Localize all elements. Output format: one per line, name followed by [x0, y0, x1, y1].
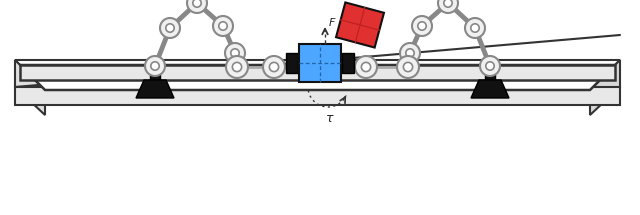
Bar [342, 53, 354, 73]
Circle shape [145, 56, 165, 76]
Circle shape [226, 56, 248, 78]
Bar [150, 68, 160, 80]
Circle shape [400, 43, 420, 63]
Circle shape [397, 56, 419, 78]
Circle shape [438, 0, 458, 13]
Bar [485, 68, 495, 80]
Circle shape [219, 22, 227, 30]
Polygon shape [15, 60, 620, 90]
Circle shape [231, 49, 239, 57]
Circle shape [444, 0, 452, 7]
Circle shape [213, 16, 233, 36]
Circle shape [151, 62, 159, 70]
Polygon shape [336, 2, 384, 48]
Polygon shape [590, 60, 620, 115]
Circle shape [232, 62, 242, 72]
Text: F: F [329, 18, 335, 28]
Circle shape [465, 18, 485, 38]
Circle shape [193, 0, 201, 7]
Circle shape [263, 56, 285, 78]
Polygon shape [471, 80, 509, 98]
Circle shape [362, 62, 371, 72]
Bar [299, 44, 341, 82]
Bar [286, 53, 298, 73]
Circle shape [403, 62, 413, 72]
Circle shape [418, 22, 426, 30]
Polygon shape [15, 60, 45, 115]
Circle shape [225, 43, 245, 63]
Polygon shape [136, 80, 174, 98]
Circle shape [269, 62, 278, 72]
Text: τ: τ [326, 112, 333, 125]
Circle shape [355, 56, 377, 78]
Circle shape [160, 18, 180, 38]
Circle shape [412, 16, 432, 36]
Circle shape [486, 62, 494, 70]
Circle shape [187, 0, 207, 13]
Circle shape [471, 24, 479, 32]
Polygon shape [20, 65, 615, 80]
Polygon shape [20, 65, 615, 90]
Circle shape [480, 56, 500, 76]
Circle shape [406, 49, 414, 57]
Circle shape [166, 24, 174, 32]
Polygon shape [15, 87, 620, 105]
